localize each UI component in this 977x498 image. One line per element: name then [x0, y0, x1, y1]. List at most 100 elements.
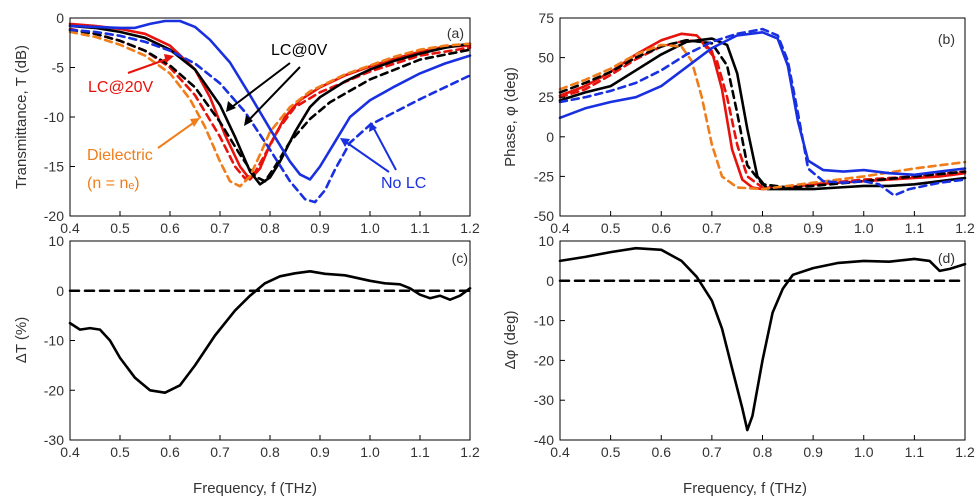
- panel-a-ylabel: Transmittance, T (dB): [13, 45, 30, 189]
- x-tick-label: 0.4: [550, 444, 570, 460]
- x-tick-label: 1.1: [410, 444, 430, 460]
- x-tick-label: 0.7: [702, 444, 722, 460]
- panel-d-frame: [559, 240, 966, 441]
- x-tick-label: 0.8: [260, 220, 280, 236]
- x-tick-label: 1.2: [955, 220, 975, 236]
- y-tick-label: -5: [52, 60, 65, 76]
- x-tick-label: 0.6: [652, 444, 672, 460]
- y-tick-label: 25: [538, 89, 554, 105]
- y-tick-label: 10: [538, 233, 554, 249]
- y-tick-label: -25: [534, 168, 554, 184]
- panel-d-delta-phi: 0.4 0.5 0.6 0.7 0.8 0.9 1.0 1.1 1.2 -40 -30 -20 -10 0…: [502, 233, 975, 497]
- annotation-lc20v: LC@20V: [88, 79, 153, 96]
- arrowhead-lc0v-2: [244, 115, 253, 126]
- x-tick-label: 0.6: [160, 220, 180, 236]
- x-tick-label: 1.0: [360, 444, 380, 460]
- arrow-lc20v: [127, 57, 171, 74]
- series-a-lc0_solid: [68, 24, 472, 186]
- y-tick-label: 50: [538, 50, 554, 66]
- series-b-lc0_solid: [558, 37, 967, 191]
- y-tick-label: 0: [546, 273, 554, 289]
- x-tick-label: 0.5: [601, 444, 621, 460]
- panel-d-xlabel: Frequency, f (THz): [683, 480, 807, 497]
- x-tick-label: 0.9: [310, 220, 330, 236]
- y-tick-label: -30: [44, 432, 64, 448]
- panel-d-label: (d): [938, 250, 955, 266]
- panel-b-phase: 0.4 0.5 0.6 0.7 0.8 0.9 1.0 1.1 1.2 -50 -25 0 25 50 75…: [502, 10, 975, 236]
- x-tick-label: 0.8: [260, 444, 280, 460]
- panel-c-ylabel: ΔT (%): [13, 317, 30, 363]
- y-tick-label: -20: [534, 352, 554, 368]
- arrowhead-dielectric: [190, 118, 200, 127]
- y-tick-label: 0: [56, 283, 64, 299]
- x-tick-label: 0.5: [601, 220, 621, 236]
- panel-b-label: (b): [938, 31, 955, 47]
- x-tick-label: 1.2: [460, 444, 480, 460]
- x-tick-label: 1.1: [905, 220, 925, 236]
- arrow-nolc-1: [342, 139, 390, 173]
- x-tick-label: 0.5: [110, 444, 130, 460]
- panel-a-annotations: LC@0V LC@20V Dielectric (n = nₑ) No LC: [87, 42, 426, 192]
- panel-a-transmittance: 0.4 0.5 0.6 0.7 0.8 0.9 1.0 1.1 1.2-20-15-10-50 …: [13, 10, 480, 236]
- x-tick-label: 0.8: [753, 220, 773, 236]
- series-d-delta_phi: [558, 246, 967, 432]
- annotation-nolc: No LC: [381, 175, 426, 192]
- y-tick-label: -10: [534, 313, 554, 329]
- series-c-delta_t: [68, 269, 472, 395]
- series-b-nolc_dashed: [558, 27, 967, 197]
- panel-b-ticks: 0.4 0.5 0.6 0.7 0.8 0.9 1.0 1.1 1.2 -50 -25 0 25 50 75: [534, 10, 975, 236]
- arrow-dielectric: [157, 120, 197, 149]
- x-tick-label: 0.8: [753, 444, 773, 460]
- y-tick-label: 0: [546, 129, 554, 145]
- annotation-lc0v: LC@0V: [271, 42, 328, 59]
- panel-d-curves: [558, 246, 967, 432]
- arrow-nolc-2: [371, 124, 397, 171]
- x-tick-label: 1.2: [460, 220, 480, 236]
- panel-c-label: (c): [452, 250, 468, 266]
- x-tick-label: 0.7: [210, 444, 230, 460]
- series-a-nolc_dashed: [68, 28, 472, 204]
- x-tick-label: 0.9: [803, 220, 823, 236]
- panel-a-curves: [68, 19, 472, 204]
- x-tick-label: 1.1: [410, 220, 430, 236]
- arrowhead-nolc-2: [369, 122, 377, 132]
- series-b-lc20_solid: [558, 32, 967, 191]
- panel-c-delta-t: 0.4 0.5 0.6 0.7 0.8 0.9 1.0 1.1 1.2-30-20-10010 …: [13, 233, 480, 497]
- y-tick-label: -50: [534, 208, 554, 224]
- x-tick-label: 0.4: [60, 220, 80, 236]
- annotation-dielectric: Dielectric: [87, 147, 153, 164]
- panel-c-xlabel: Frequency, f (THz): [193, 480, 317, 497]
- y-tick-label: 0: [56, 10, 64, 26]
- x-tick-label: 1.0: [854, 220, 874, 236]
- y-tick-label: -30: [534, 392, 554, 408]
- x-tick-label: 0.6: [652, 220, 672, 236]
- panel-b-curves: [558, 27, 967, 197]
- arrowhead-nolc-1: [340, 138, 350, 147]
- y-tick-label: -20: [44, 382, 64, 398]
- x-tick-label: 0.7: [702, 220, 722, 236]
- panel-b-ylabel: Phase, φ (deg): [502, 67, 519, 167]
- arrowhead-lc0v-1: [226, 101, 236, 112]
- annotation-dielectric-n: (n = nₑ): [87, 175, 140, 192]
- arrow-lc0v-1: [227, 62, 291, 111]
- series-a-lc0_dashed: [68, 28, 472, 183]
- x-tick-label: 1.2: [955, 444, 975, 460]
- series-a-lc20_solid: [68, 22, 472, 181]
- series-b-dielectric: [558, 43, 967, 191]
- series-b-nolc_solid: [558, 30, 967, 177]
- y-tick-label: -10: [44, 109, 64, 125]
- x-tick-label: 1.0: [360, 220, 380, 236]
- panel-d-ylabel: Δφ (deg): [502, 311, 519, 370]
- y-tick-label: -15: [44, 159, 64, 175]
- panel-a-ticks: 0.4 0.5 0.6 0.7 0.8 0.9 1.0 1.1 1.2 -20 -15 -10 -5 0: [44, 10, 480, 236]
- panel-c-ticks: 0.4 0.5 0.6 0.7 0.8 0.9 1.0 1.1 1.2 -30 -20 -10 0 10: [44, 233, 480, 460]
- x-tick-label: 0.4: [550, 220, 570, 236]
- y-tick-label: -40: [534, 432, 554, 448]
- x-tick-label: 0.9: [310, 444, 330, 460]
- x-tick-label: 0.4: [60, 444, 80, 460]
- y-tick-label: 10: [48, 233, 64, 249]
- panel-c-frame: [69, 240, 471, 441]
- y-tick-label: -20: [44, 208, 64, 224]
- y-tick-label: -10: [44, 333, 64, 349]
